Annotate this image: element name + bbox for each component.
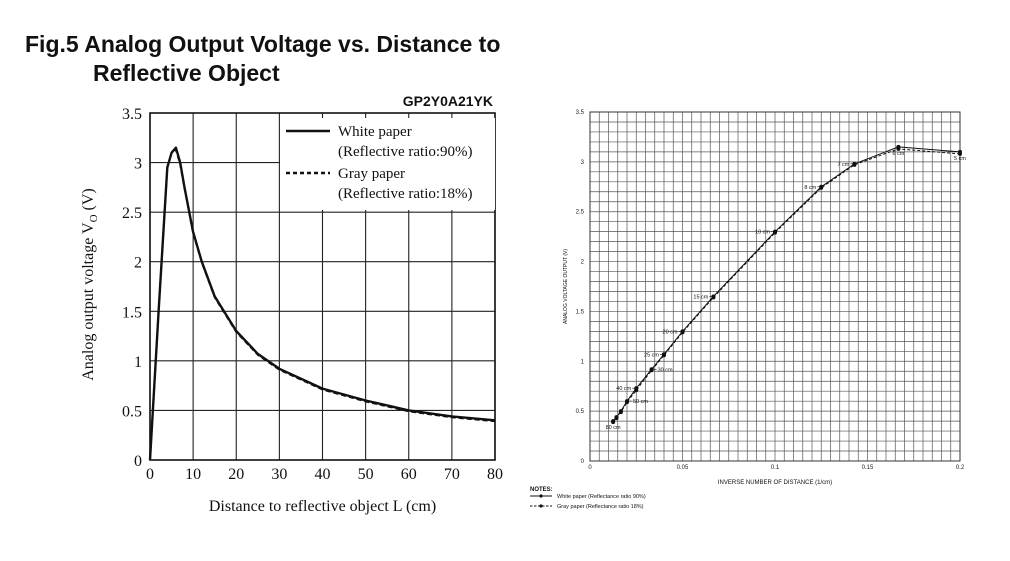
y-tick-label: 3 — [134, 156, 142, 173]
notes-heading: NOTES: — [530, 487, 553, 493]
y-tick-label: 1.5 — [576, 309, 585, 315]
x-tick-label: 0 — [588, 465, 592, 471]
series-line — [612, 146, 961, 422]
y-axis-label: ANALOG VOLTAGE OUTPUT (V) — [563, 249, 569, 324]
distance-annotation: 7 cm — [837, 162, 849, 168]
x-tick-label: 0.1 — [771, 465, 780, 471]
model-label: GP2Y0A21YK — [403, 93, 493, 109]
figure-title-line2: Reflective Object — [93, 60, 280, 86]
notes-marker — [539, 504, 543, 508]
x-tick-label: 0.05 — [677, 465, 689, 471]
y-tick-label: 3 — [581, 160, 585, 166]
distance-annotation: 10 cm — [755, 230, 770, 236]
x-tick-label: 0 — [146, 466, 154, 483]
data-point — [618, 410, 623, 415]
y-tick-label: 0 — [134, 453, 142, 470]
figure-title-line1: Fig.5 Analog Output Voltage vs. Distance… — [25, 31, 501, 57]
data-point — [611, 420, 616, 425]
data-point — [773, 230, 777, 235]
legend-series-name: White paper — [338, 124, 412, 140]
x-tick-label: 0.2 — [956, 465, 965, 471]
data-point — [958, 151, 962, 156]
x-tick-label: 80 — [487, 466, 503, 483]
data-point — [625, 400, 629, 405]
y-tick-label: 2.5 — [576, 210, 585, 216]
distance-annotation: 80 cm — [606, 425, 621, 431]
y-tick-label: 2.5 — [122, 205, 142, 222]
x-tick-label: 70 — [444, 466, 460, 483]
data-point — [819, 185, 824, 190]
y-axis-label-main: Analog output voltage V — [80, 222, 97, 381]
data-point — [634, 388, 639, 393]
notes-marker — [539, 494, 543, 498]
y-tick-label: 1 — [134, 354, 142, 371]
x-axis-label: Distance to reflective object L (cm) — [209, 498, 436, 515]
figure-title: Fig.5 Analog Output Voltage vs. Distance… — [25, 30, 500, 88]
data-point — [711, 295, 716, 300]
distance-annotation: 30 cm — [658, 367, 673, 373]
distance-annotation: 20 cm — [663, 329, 678, 335]
y-tick-label: 3.5 — [122, 106, 142, 123]
plot-frame — [589, 111, 961, 462]
y-tick-label: 2 — [581, 260, 585, 266]
legend-series-note: (Reflective ratio:18%) — [338, 186, 473, 202]
x-tick-label: 40 — [315, 466, 331, 483]
distance-annotation: 8 cm — [804, 185, 816, 191]
notes-entry: White paper (Reflectance ratio 90%) — [557, 494, 646, 500]
data-point — [896, 146, 901, 151]
distance-annotation: 15 cm — [693, 294, 708, 300]
legend-box — [280, 118, 495, 210]
y-axis-label-unit: (V) — [80, 188, 97, 214]
y-tick-label: 0.5 — [576, 409, 585, 415]
data-point — [680, 330, 685, 335]
plot-frame — [149, 112, 496, 461]
x-tick-label: 30 — [271, 466, 287, 483]
series-line — [149, 148, 496, 461]
data-point — [649, 368, 654, 373]
data-point — [852, 162, 857, 167]
legend-series-note: (Reflective ratio:90%) — [338, 144, 473, 160]
y-tick-label: 0.5 — [122, 403, 142, 420]
series-line — [612, 148, 961, 423]
data-point — [614, 416, 619, 421]
y-axis-label: Analog output voltage VO (V) — [80, 188, 100, 381]
y-tick-label: 0 — [581, 459, 585, 465]
x-tick-label: 60 — [401, 466, 417, 483]
x-axis-label: INVERSE NUMBER OF DISTANCE (1/cm) — [718, 480, 832, 486]
distance-annotation: 50 cm — [633, 399, 648, 405]
legend-series-name: Gray paper — [338, 166, 405, 182]
distance-annotation: 5 cm — [954, 156, 966, 162]
x-tick-label: 20 — [228, 466, 244, 483]
x-tick-label: 10 — [185, 466, 201, 483]
y-axis-label-sub: O — [88, 214, 100, 222]
notes-entry: Gray paper (Reflectance ratio 18%) — [557, 504, 644, 510]
distance-annotation: 25 cm — [644, 352, 659, 358]
y-tick-label: 1.5 — [122, 304, 142, 321]
x-tick-label: 0.15 — [862, 465, 874, 471]
y-tick-label: 3.5 — [576, 110, 585, 116]
data-point — [662, 353, 666, 358]
y-tick-label: 2 — [134, 255, 142, 272]
y-tick-label: 1 — [581, 359, 585, 365]
distance-annotation: 40 cm — [616, 386, 631, 392]
x-tick-label: 50 — [358, 466, 374, 483]
distance-annotation: 6 cm — [892, 151, 904, 157]
